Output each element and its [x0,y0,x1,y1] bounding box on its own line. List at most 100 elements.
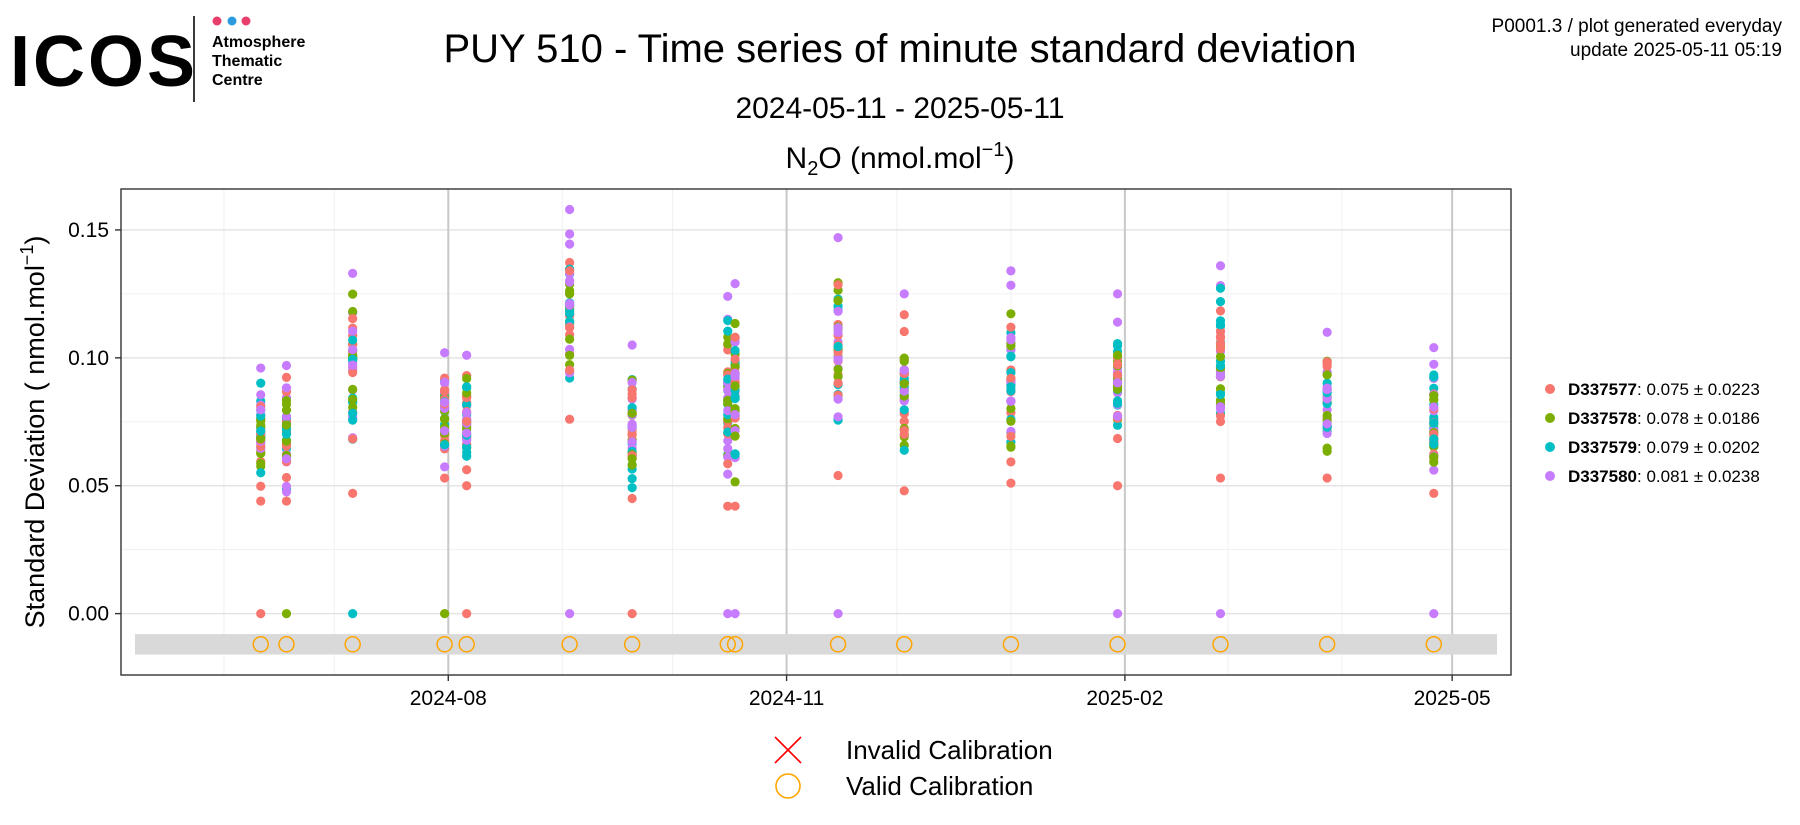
data-point-D337580 [723,444,733,454]
chart-title-base: N [786,142,808,175]
data-point-D337578 [1006,403,1016,414]
logo-line-3: Centre [212,72,263,89]
data-point-D337577 [565,266,575,276]
data-point-D337580 [462,350,472,360]
data-point-D337580 [1006,335,1016,345]
y-axis-label-base: Standard Deviation ( nmol.mol [20,265,50,628]
valid-calibration-marker [829,636,847,653]
invalid-calibration-symbol [774,736,802,764]
data-point-D337580 [439,348,450,358]
plot-border [120,188,1512,676]
calibration-legend-label: Invalid Calibration [846,735,1053,765]
data-point-D337578 [730,477,740,487]
data-point-D337578 [565,286,575,296]
zero-point-D337580 [1429,609,1439,619]
data-point-D337577 [1322,358,1332,368]
data-point-D337580 [1215,261,1226,271]
data-point-D337577 [281,496,292,506]
data-point-D337579 [723,374,733,384]
data-point-D337580 [723,452,733,462]
data-point-D337577 [627,385,637,395]
data-point-D337579 [348,335,358,345]
data-point-D337580 [348,360,358,370]
data-point-D337579 [627,474,637,484]
data-point-D337580 [1429,359,1439,369]
data-point-D337579 [565,308,575,319]
data-point-D337580 [462,408,472,418]
chart-title-rest: O (nmol.mol [818,142,981,175]
data-point-D337579 [627,483,637,493]
data-point-D337578 [1006,416,1016,426]
valid-calibration-marker [252,636,269,653]
data-point-D337580 [348,268,358,279]
data-point-D337580 [833,394,843,404]
data-point-D337577 [833,378,843,388]
legend-key-D337577 [1545,384,1555,394]
meta-line-1: P0001.3 / plot generated everyday [1492,16,1783,37]
zero-point-D337579 [348,609,358,619]
data-point-D337577 [723,501,733,511]
data-point-D337578 [1006,441,1016,451]
data-point-D337578 [256,434,266,444]
data-point-D337580 [730,368,740,379]
data-point-D337580 [899,289,909,299]
data-point-D337579 [256,426,266,436]
data-point-D337580 [565,300,575,310]
data-point-D337577 [439,473,450,483]
data-point-D337578 [833,295,843,306]
calibration-legend: Invalid Calibration Valid Calibration [774,735,1053,801]
data-point-D337578 [281,436,292,446]
data-point-D337578 [348,394,358,404]
date-range: 2024-05-11 - 2025-05-11 [735,92,1064,125]
data-point-D337580 [1006,280,1016,290]
x-tick-label: 2024-08 [410,687,487,710]
data-point-D337578 [348,384,358,394]
data-point-D337577 [1112,359,1123,370]
data-point-D337579 [462,442,472,452]
data-point-D337580 [627,340,637,350]
data-point-D337579 [723,427,733,437]
data-point-D337580 [256,363,266,373]
legend-label-D337580: D337580: 0.081 ± 0.0238 [1568,467,1760,486]
data-point-D337580 [833,306,843,316]
data-point-D337578 [1322,446,1332,456]
data-point-D337577 [833,280,843,290]
data-point-D337579 [1006,351,1016,361]
data-point-D337580 [281,481,292,491]
data-point-D337578 [730,381,740,391]
data-point-D337577 [833,470,843,481]
data-point-D337578 [281,420,292,430]
y-tick-label: 0.10 [68,347,109,370]
logo-brand: ICOS [10,22,198,102]
logo-dot [227,16,237,26]
data-point-D337577 [1006,373,1016,383]
zero-point-D337580 [730,609,740,619]
data-point-D337578 [565,350,575,360]
data-point-D337580 [1112,411,1123,421]
data-point-D337580 [723,436,733,446]
calibration-band [135,634,1497,655]
data-point-D337580 [565,229,575,239]
data-point-D337580 [565,239,575,249]
data-point-D337580 [439,426,450,436]
data-point-D337578 [899,353,909,363]
data-point-D337578 [462,373,472,384]
logo-line-1: Atmosphere [212,34,305,51]
data-point-D337579 [1429,418,1439,428]
logo-dot [212,16,222,26]
data-point-D337577 [1215,306,1226,316]
x-tick-label: 2024-11 [749,687,825,710]
data-point-D337577 [1112,433,1123,444]
data-point-D337577 [348,313,358,324]
data-point-D337578 [439,414,450,424]
data-point-D337580 [627,419,637,429]
data-point-D337577 [627,393,637,403]
logo-dot [241,16,251,26]
data-point-D337579 [462,400,472,410]
data-point-D337577 [1215,473,1226,483]
logo-line-2: Thematic [212,53,282,70]
data-point-D337580 [348,326,358,336]
data-point-D337580 [256,405,266,415]
data-point-D337579 [1215,360,1226,371]
data-point-D337577 [1429,488,1439,498]
